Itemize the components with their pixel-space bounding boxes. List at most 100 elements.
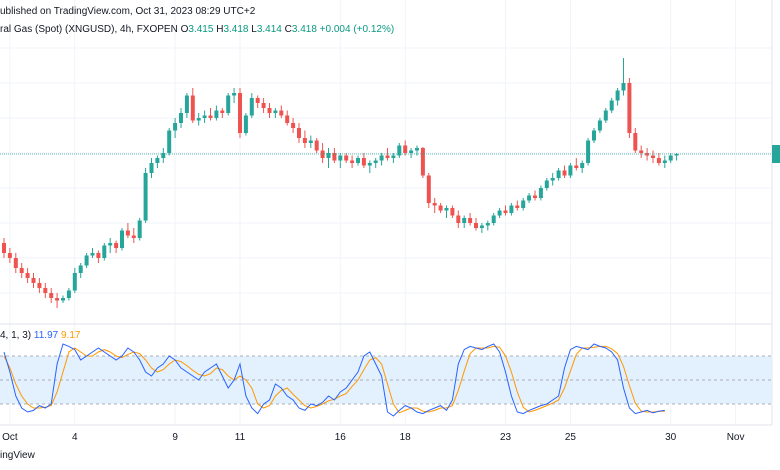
candle-body: [533, 195, 537, 198]
low-label: L: [251, 24, 257, 35]
candle-body: [338, 155, 343, 161]
candle-body: [190, 95, 195, 121]
candle-body: [332, 153, 337, 161]
candle-body: [391, 155, 396, 158]
candle-body: [285, 115, 290, 123]
candle-body: [462, 218, 467, 223]
candle-body: [485, 223, 490, 226]
candle-body: [456, 215, 461, 223]
chart-grid: [0, 0, 773, 426]
candlestick-series: [2, 58, 679, 308]
change-value: +0.004 (+0.12%): [319, 24, 395, 35]
candle-body: [651, 155, 655, 158]
time-tick-label: 16: [335, 432, 347, 443]
candle-body: [527, 195, 532, 201]
candle-body: [108, 243, 113, 246]
candle-body: [627, 83, 632, 133]
candle-body: [491, 215, 496, 223]
candle-body: [509, 205, 514, 213]
candle-body: [574, 165, 579, 168]
candle-body: [255, 98, 260, 103]
candle-body: [114, 243, 119, 248]
candle-body: [544, 180, 549, 188]
high-label: H: [216, 24, 224, 35]
candle-body: [13, 258, 18, 268]
candle-body: [37, 283, 42, 288]
candle-body: [592, 130, 596, 141]
candle-body: [633, 133, 638, 151]
candle-body: [373, 160, 378, 163]
candle-body: [214, 110, 219, 118]
candle-body: [662, 160, 667, 163]
candle-body: [438, 205, 443, 211]
candle-body: [131, 235, 136, 238]
time-tick-label: Nov: [727, 432, 745, 443]
time-tick-label: 23: [500, 432, 512, 443]
candle-body: [55, 298, 60, 301]
oscillator-params: 4, 1, 3): [0, 330, 32, 341]
oscillator-legend: 4, 1, 3) 11.97 9.17: [0, 330, 80, 341]
candle-body: [444, 208, 449, 211]
candle-body: [403, 145, 408, 153]
candle-body: [238, 93, 242, 133]
candle-body: [515, 205, 520, 208]
candle-body: [120, 230, 124, 248]
high-value: 3.418: [223, 24, 249, 35]
candle-body: [90, 253, 95, 256]
candle-body: [621, 83, 626, 91]
candle-body: [674, 154, 679, 156]
candle-body: [479, 225, 484, 228]
candle-body: [149, 163, 154, 173]
candle-body: [208, 115, 213, 118]
candle-body: [420, 148, 425, 176]
candle-body: [432, 203, 437, 206]
candle-body: [7, 253, 12, 258]
candle-body: [361, 158, 366, 166]
candle-body: [314, 140, 319, 151]
publish-info: ublished on TradingView.com, Oct 31, 202…: [0, 6, 256, 17]
candle-body: [597, 120, 602, 131]
candle-body: [350, 160, 355, 163]
oscillator-lines: [3, 343, 665, 417]
candle-body: [202, 115, 207, 118]
symbol-legend: ral Gas (Spot) (XNGUSD), 4h, FXOPEN O3.4…: [0, 24, 394, 35]
time-tick-label: 4: [72, 432, 78, 443]
candle-body: [291, 123, 296, 128]
time-tick-label: Oct: [2, 432, 18, 443]
candle-body: [279, 110, 284, 116]
candle-body: [25, 273, 30, 278]
candle-body: [450, 208, 455, 216]
candle-body: [639, 150, 644, 153]
time-tick-label: 30: [665, 432, 677, 443]
candle-body: [2, 243, 6, 253]
candle-body: [302, 138, 307, 143]
time-tick-label: 9: [172, 432, 178, 443]
candle-body: [232, 93, 237, 96]
time-tick-label: 18: [400, 432, 412, 443]
candle-body: [468, 218, 473, 223]
candle-body: [167, 130, 172, 153]
candle-body: [220, 110, 225, 113]
candle-body: [72, 273, 77, 291]
candle-body: [261, 103, 266, 108]
close-label: C: [284, 24, 292, 35]
candle-body: [668, 155, 673, 161]
stoch-k-line: [3, 343, 665, 417]
candle-body: [267, 108, 272, 113]
candle-body: [538, 188, 543, 198]
candle-body: [568, 165, 573, 176]
candle-body: [273, 110, 278, 113]
candle-body: [125, 230, 130, 236]
candle-body: [503, 210, 508, 213]
candle-body: [196, 118, 201, 121]
candle-body: [31, 278, 36, 283]
time-tick-label: 11: [235, 432, 246, 443]
candle-body: [179, 113, 183, 123]
candle-body: [615, 90, 620, 101]
candle-body: [603, 110, 608, 121]
candle-body: [84, 255, 89, 266]
candle-body: [356, 158, 360, 163]
candle-body: [409, 150, 414, 153]
candle-body: [379, 155, 384, 161]
